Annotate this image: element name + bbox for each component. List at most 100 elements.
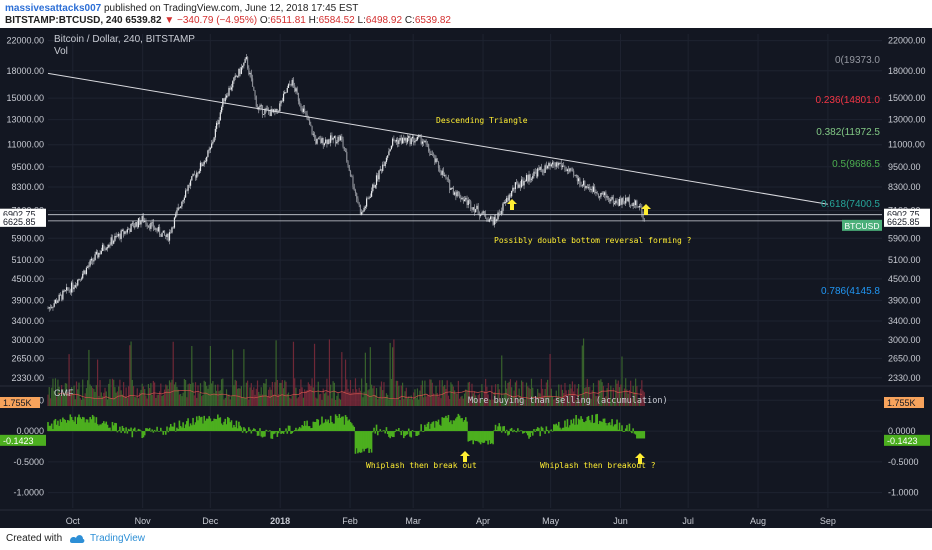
candle-body bbox=[75, 285, 78, 286]
candle-body bbox=[362, 211, 364, 213]
volume-bar bbox=[150, 383, 152, 406]
candle-body bbox=[358, 203, 360, 206]
cmf-bar bbox=[89, 416, 91, 432]
candle-body bbox=[591, 189, 593, 192]
cmf-bar bbox=[345, 416, 348, 432]
candle-body bbox=[243, 62, 245, 66]
candle-body bbox=[217, 122, 219, 125]
cmf-bar bbox=[391, 431, 394, 438]
cmf-bar bbox=[389, 431, 391, 439]
volume-bar bbox=[398, 385, 400, 406]
volume-bar bbox=[123, 382, 125, 406]
cmf-bar bbox=[308, 426, 311, 432]
cmf-bar bbox=[590, 422, 592, 432]
volume-bar bbox=[637, 399, 639, 406]
candle-body bbox=[641, 206, 643, 214]
volume-bar bbox=[580, 395, 582, 406]
author-link[interactable]: massivesattacks007 bbox=[5, 3, 102, 14]
candle-body bbox=[191, 176, 193, 181]
price-tick-left: 5900.00 bbox=[11, 233, 44, 243]
cmf-bar bbox=[109, 427, 111, 432]
candle-body bbox=[582, 180, 585, 186]
volume-bar bbox=[498, 389, 500, 406]
cmf-bar bbox=[234, 427, 236, 432]
candle-body bbox=[592, 186, 595, 192]
volume-bar bbox=[346, 379, 348, 406]
cmf-bar bbox=[641, 431, 643, 439]
cmf-bar bbox=[141, 431, 144, 439]
cmf-bar bbox=[233, 425, 235, 432]
cmf-bar bbox=[390, 431, 393, 437]
candle-body bbox=[599, 196, 601, 198]
volume-bar bbox=[275, 340, 277, 406]
cmf-bar bbox=[255, 431, 258, 432]
cmf-bar bbox=[328, 423, 331, 432]
cmf-bar bbox=[50, 423, 53, 432]
volume-bar bbox=[349, 380, 352, 406]
cmf-bar bbox=[160, 427, 162, 432]
candle-body bbox=[155, 228, 157, 230]
volume-bar bbox=[599, 380, 601, 406]
candle-body bbox=[556, 162, 559, 166]
cmf-bar bbox=[173, 422, 176, 432]
candle-body bbox=[323, 143, 326, 146]
cmf-bar bbox=[403, 431, 405, 439]
candle-body bbox=[387, 155, 389, 158]
tradingview-brand[interactable]: TradingView bbox=[90, 533, 146, 544]
volume-bar bbox=[170, 382, 172, 406]
candle-body bbox=[106, 247, 109, 249]
candle-body bbox=[94, 254, 96, 261]
cmf-bar bbox=[252, 428, 255, 432]
cmf-bar bbox=[336, 415, 338, 432]
volume-bar bbox=[59, 395, 61, 406]
cmf-bar bbox=[411, 430, 414, 432]
volume-bar bbox=[306, 389, 308, 406]
cmf-bar bbox=[53, 420, 55, 432]
cmf-bar bbox=[562, 427, 565, 432]
candle-body bbox=[473, 207, 476, 213]
volume-bar bbox=[105, 391, 107, 406]
candle-body bbox=[120, 230, 122, 239]
candle-body bbox=[211, 143, 213, 148]
candle-body bbox=[549, 163, 551, 167]
candle-body bbox=[398, 140, 400, 144]
volume-bar bbox=[192, 382, 194, 406]
candle-body bbox=[460, 197, 462, 200]
chart-area[interactable]: 22000.00 22000.00 18000.00 18000.00 15000.00… bbox=[0, 28, 932, 528]
volume-bar bbox=[446, 380, 448, 406]
volume-bar bbox=[372, 388, 374, 406]
cmf-bar bbox=[192, 417, 194, 432]
volume-bar bbox=[115, 392, 117, 406]
candle-body bbox=[93, 260, 95, 262]
cmf-bar bbox=[529, 431, 532, 437]
cmf-bar bbox=[473, 431, 476, 441]
cmf-bar bbox=[368, 431, 370, 453]
cmf-bar bbox=[553, 424, 555, 432]
volume-bar bbox=[631, 398, 633, 406]
cmf-bar bbox=[504, 431, 507, 434]
candle-body bbox=[113, 240, 115, 244]
candle-body bbox=[626, 197, 628, 202]
candle-body bbox=[175, 213, 177, 218]
candle-body bbox=[570, 168, 572, 170]
volume-bar bbox=[96, 359, 99, 406]
volume-bar bbox=[145, 395, 147, 406]
cmf-bar bbox=[214, 418, 217, 432]
volume-bar bbox=[240, 386, 242, 406]
volume-bar bbox=[439, 380, 441, 406]
volume-bar bbox=[219, 390, 221, 406]
cmf-bar bbox=[347, 420, 349, 432]
volume-bar bbox=[268, 389, 270, 406]
volume-bar bbox=[589, 386, 591, 406]
volume-bar bbox=[563, 393, 565, 406]
volume-bar bbox=[373, 385, 375, 406]
candle-body bbox=[134, 226, 136, 228]
candle-body bbox=[545, 165, 547, 169]
volume-bar bbox=[351, 392, 353, 406]
volume-bar bbox=[242, 396, 244, 406]
candle-body bbox=[146, 224, 148, 227]
volume-bar bbox=[92, 387, 94, 406]
candle-body bbox=[341, 136, 343, 140]
volume-bar bbox=[530, 378, 533, 406]
